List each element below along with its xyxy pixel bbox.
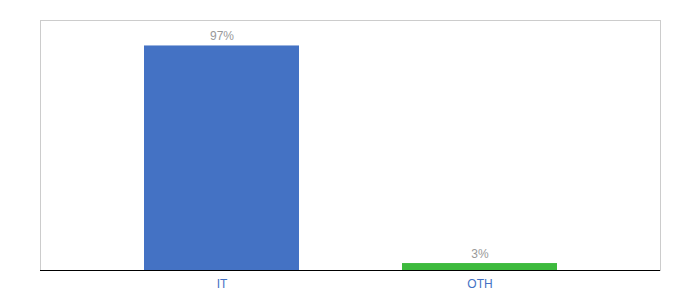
svg-text:97%: 97% [210,29,234,43]
svg-text:IT: IT [217,277,228,291]
svg-text:3%: 3% [471,247,489,261]
svg-text:OTH: OTH [467,277,492,291]
